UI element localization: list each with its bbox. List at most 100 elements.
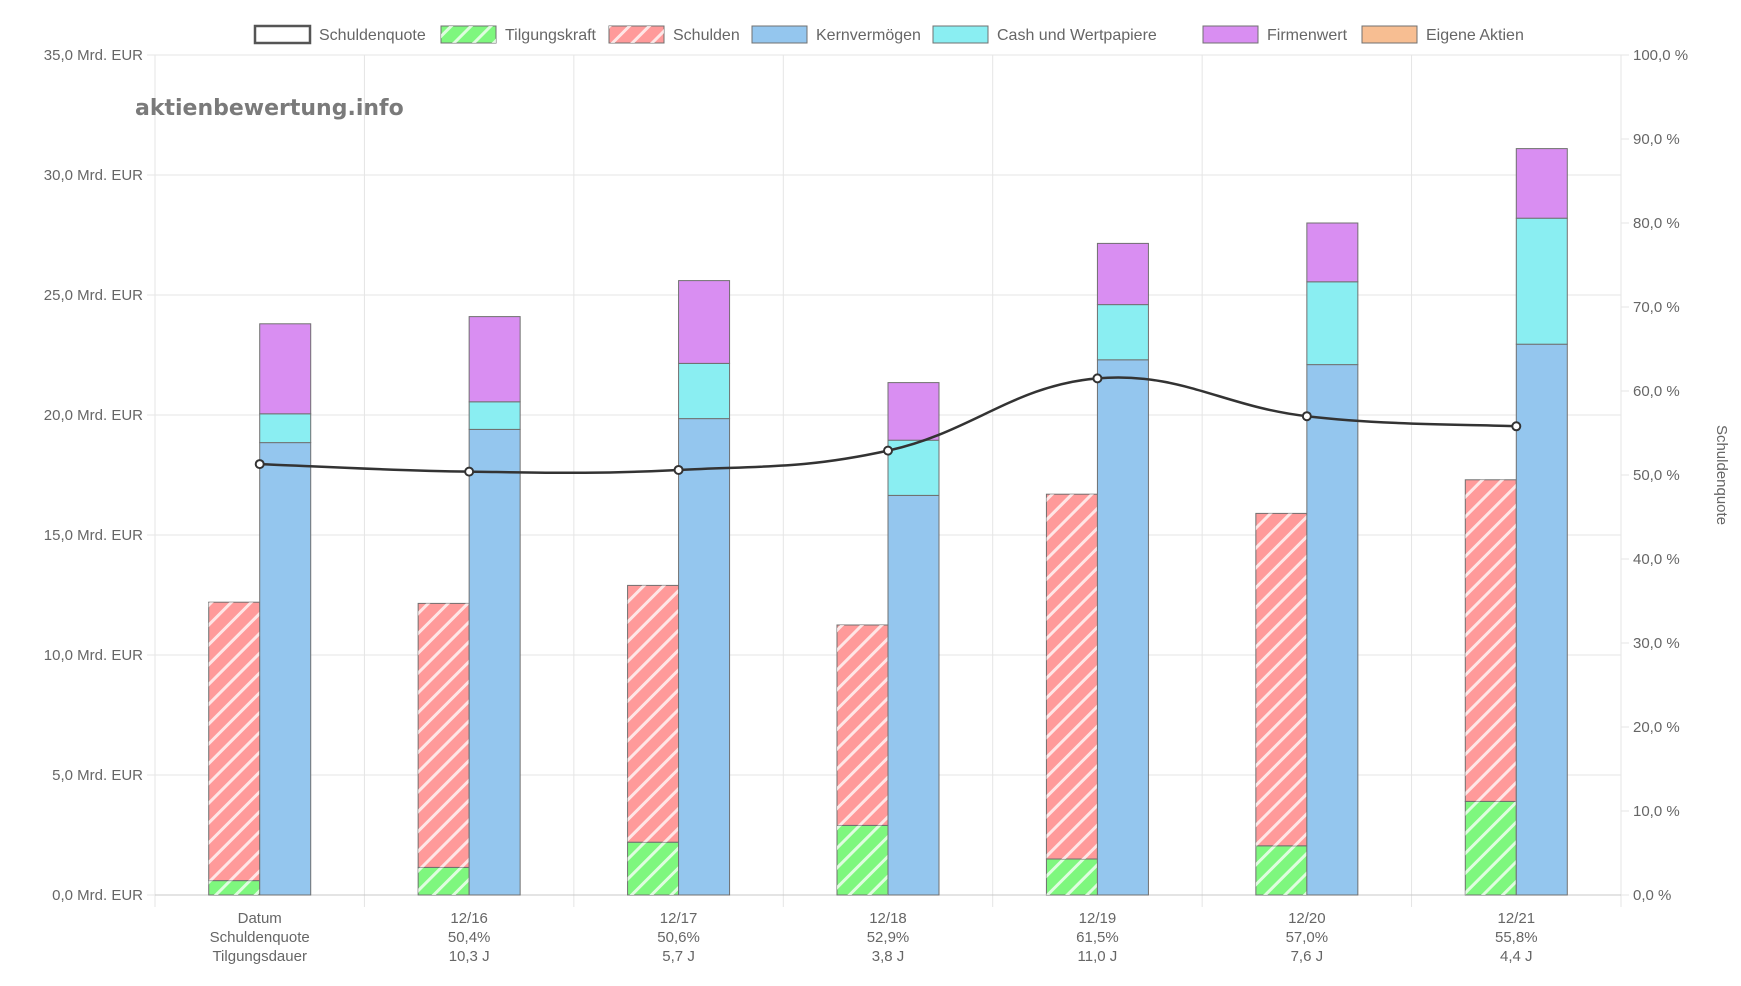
bar-hatch-schulden — [1465, 479, 1517, 802]
x-category-label: Schuldenquote — [210, 929, 310, 946]
x-category-label: 50,6% — [657, 929, 700, 946]
y-right-tick-label: 90,0 % — [1633, 131, 1680, 148]
legend-label-schulden: Schulden — [673, 27, 740, 44]
y-left-tick-label: 25,0 Mrd. EUR — [44, 287, 143, 304]
schuldenquote-point — [883, 445, 893, 456]
schuldenquote-point — [1301, 411, 1312, 422]
x-category-label: 4,4 J — [1500, 948, 1533, 965]
bar-cash — [1096, 304, 1149, 361]
y-left-tick-label: 0,0 Mrd. EUR — [52, 887, 143, 904]
y-axis-left: 0,0 Mrd. EUR 5,0 Mrd. EUR 10,0 Mrd. EUR 15,… — [44, 47, 143, 904]
x-category-label: Datum — [238, 910, 282, 927]
bar-hatch-schulden — [208, 602, 260, 881]
schuldenquote-point — [1511, 421, 1522, 432]
legend-label-tilgungskraft: Tilgungskraft — [505, 27, 597, 44]
y-right-tick-label: 100,0 % — [1633, 47, 1688, 64]
x-category-label: 10,3 J — [449, 948, 490, 965]
bar-firmenwert — [678, 280, 731, 364]
bar-hatch-tilgungskraft — [627, 842, 679, 895]
legend-swatch-schuldenquote — [253, 24, 312, 45]
x-category-label: Tilgungsdauer — [212, 948, 307, 965]
x-category-label: 50,4% — [448, 929, 491, 946]
y-right-tick-label: 70,0 % — [1633, 299, 1680, 316]
legend-label-schuldenquote: Schuldenquote — [319, 27, 426, 44]
x-category-label: 12/21 — [1498, 910, 1536, 927]
legend: Schuldenquote Tilgungskraft Schulden Kernve… — [253, 24, 1524, 45]
y-left-tick-label: 10,0 Mrd. EUR — [44, 647, 143, 664]
y-right-tick-label: 0,0 % — [1633, 887, 1671, 904]
legend-hatch-tilgungskraft — [441, 26, 496, 43]
bar-firmenwert — [1096, 242, 1149, 306]
y-left-tick-label: 5,0 Mrd. EUR — [52, 767, 143, 784]
x-category-label: 12/17 — [660, 910, 698, 927]
legend-label-kernvermoegen: Kernvermögen — [816, 27, 921, 44]
legend-label-firmenwert: Firmenwert — [1267, 27, 1348, 44]
x-axis-categories: Datum Schuldenquote Tilgungsdauer 12/16 50,4… — [210, 910, 1538, 965]
y-right-tick-label: 10,0 % — [1633, 803, 1680, 820]
x-category-label: 12/16 — [450, 910, 488, 927]
x-category-label: 11,0 J — [1078, 948, 1118, 965]
legend-label-eigene_aktien: Eigene Aktien — [1426, 27, 1524, 44]
y-right-tick-label: 40,0 % — [1633, 551, 1680, 568]
y-right-tick-label: 60,0 % — [1633, 383, 1680, 400]
legend-swatch-kernvermoegen — [751, 25, 808, 44]
bar-hatch-tilgungskraft — [208, 880, 260, 895]
bar-hatch-schulden — [1255, 513, 1307, 846]
legend-hatch-schulden — [609, 26, 664, 43]
legend-label-cash: Cash und Wertpapiere — [997, 27, 1157, 44]
y-left-tick-label: 35,0 Mrd. EUR — [44, 47, 143, 64]
legend-swatch-eigene_aktien — [1361, 25, 1418, 44]
bar-cash — [259, 413, 312, 444]
x-category-label: 52,9% — [867, 929, 910, 946]
y-left-tick-label: 20,0 Mrd. EUR — [44, 407, 143, 424]
x-category-label: 57,0% — [1286, 929, 1329, 946]
bar-hatch-tilgungskraft — [1465, 801, 1517, 895]
y-axis-right-title: Schuldenquote — [1713, 425, 1730, 525]
x-category-label: 12/18 — [869, 910, 907, 927]
y-left-tick-label: 15,0 Mrd. EUR — [44, 527, 143, 544]
bar-cash — [1515, 217, 1568, 345]
x-category-label: 5,7 J — [662, 948, 695, 965]
bar-firmenwert — [259, 323, 312, 415]
schuldenquote-point — [254, 459, 265, 470]
bar-hatch-tilgungskraft — [1255, 845, 1307, 895]
bar-kernvermoegen — [1515, 343, 1568, 896]
legend-swatch-cash — [932, 25, 989, 44]
y-right-tick-label: 50,0 % — [1633, 467, 1680, 484]
bar-hatch-tilgungskraft — [1046, 859, 1098, 895]
bar-hatch-tilgungskraft — [418, 867, 470, 895]
bar-hatch-schulden — [627, 585, 679, 843]
x-category-label: 12/19 — [1079, 910, 1117, 927]
x-category-label: 7,6 J — [1291, 948, 1324, 965]
x-category-label: 61,5% — [1076, 929, 1119, 946]
y-left-tick-label: 30,0 Mrd. EUR — [44, 167, 143, 184]
x-category-label: 12/20 — [1288, 910, 1326, 927]
bar-kernvermoegen — [678, 418, 731, 896]
bar-hatch-schulden — [837, 625, 888, 826]
x-category-label: 55,8% — [1495, 929, 1538, 946]
bar-hatch-schulden — [418, 603, 470, 868]
bar-firmenwert — [1306, 222, 1359, 283]
bar-stacks — [208, 148, 1568, 896]
y-right-tick-label: 80,0 % — [1633, 215, 1680, 232]
bar-cash — [1306, 281, 1359, 366]
x-category-label: 3,8 J — [872, 948, 905, 965]
y-axis-right: 0,0 % 10,0 % 20,0 % 30,0 % 40,0 % 50,0 % 60,0 … — [1633, 47, 1688, 904]
bar-firmenwert — [468, 316, 521, 403]
schuldenquote-point — [1092, 373, 1103, 384]
bar-kernvermoegen — [468, 428, 521, 896]
schuldenquote-point — [673, 464, 684, 475]
bar-hatch-schulden — [1046, 494, 1098, 859]
schuldenquote-series — [254, 373, 1522, 477]
bar-hatch-tilgungskraft — [837, 825, 888, 895]
schuldenquote-point — [464, 466, 475, 477]
bar-firmenwert — [1515, 148, 1568, 219]
bar-kernvermoegen — [1306, 364, 1359, 896]
bar-kernvermoegen — [887, 494, 940, 896]
bar-cash — [468, 401, 521, 430]
bar-cash — [678, 362, 731, 420]
legend-swatch-firmenwert — [1202, 25, 1259, 44]
watermark: aktienbewertung.info — [135, 96, 404, 121]
bar-kernvermoegen — [1096, 359, 1149, 896]
